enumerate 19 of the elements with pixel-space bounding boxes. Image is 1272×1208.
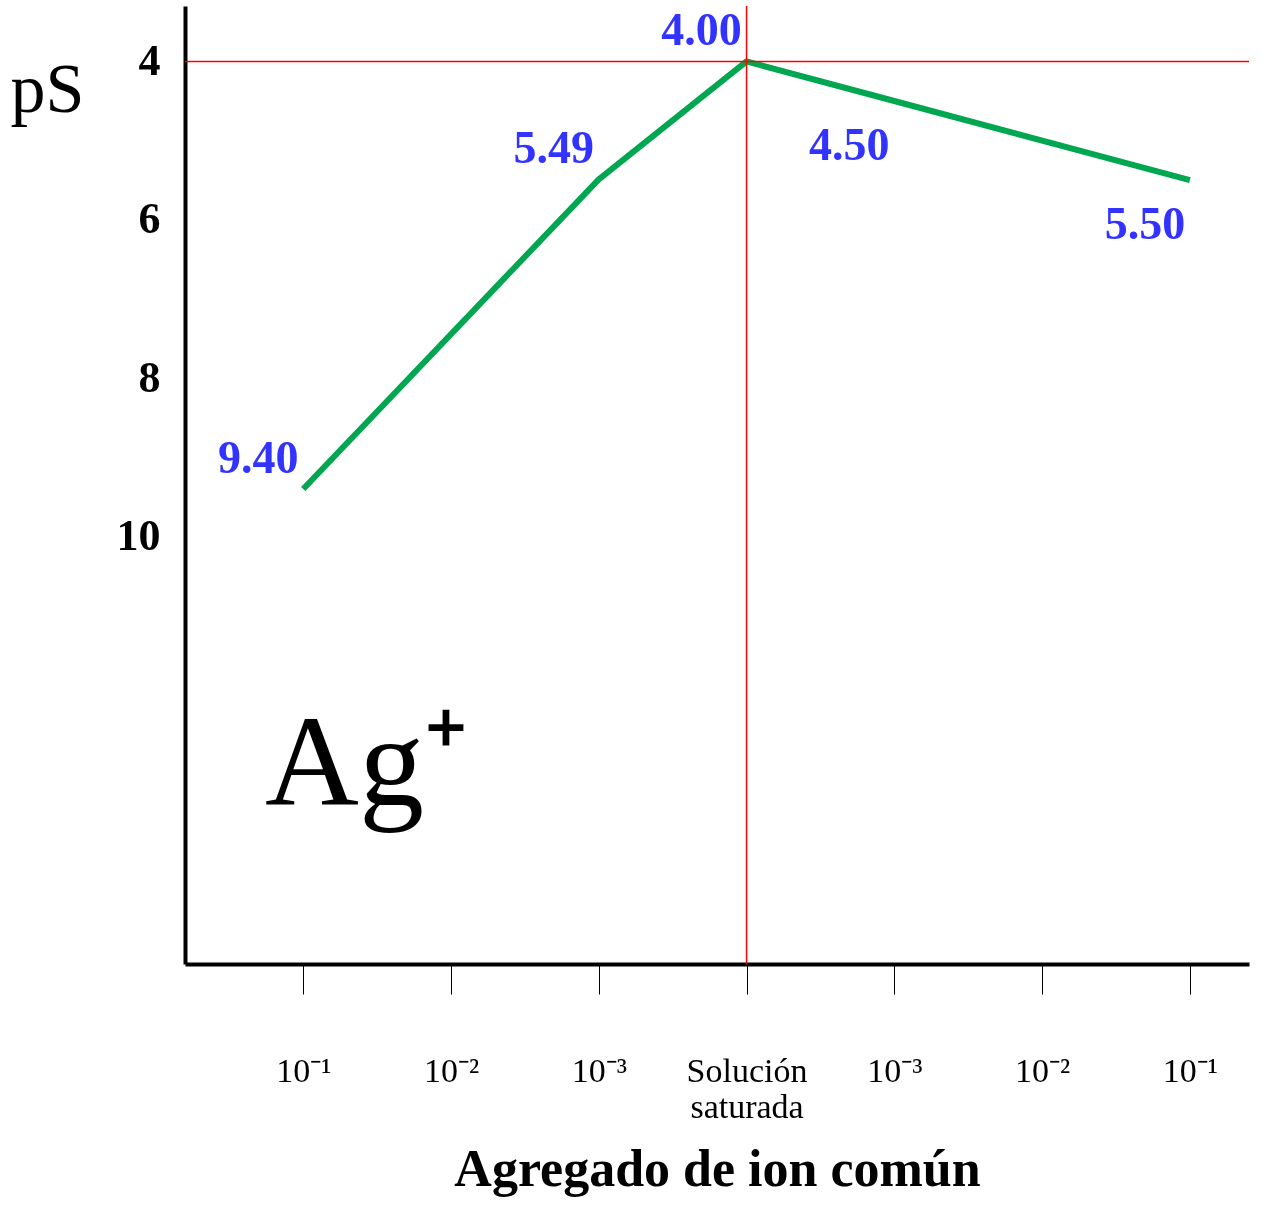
y-tick-label: 8: [138, 352, 161, 402]
x-tick-label: 10⁻²: [1015, 1051, 1071, 1089]
text: 5.50: [1104, 198, 1186, 250]
x-axis-title: Agregado de ion común: [454, 1139, 981, 1197]
x-tick-label: Solución saturada: [686, 1051, 808, 1125]
y-tick-label: 4: [138, 35, 161, 85]
y-tick-label: 6: [138, 194, 161, 244]
y-axis-title: pS: [10, 49, 85, 127]
annotation: Ag⁺: [265, 689, 468, 833]
x-tick-label: 10⁻²: [423, 1051, 480, 1089]
text: 5.49: [513, 122, 595, 174]
x-tick-label: 10⁻¹: [276, 1051, 332, 1089]
x-tick-label: 10⁻¹: [1162, 1051, 1218, 1089]
x-tick-label: 10⁻³: [867, 1051, 923, 1089]
text: 4.00: [661, 4, 742, 56]
x-tick-label: 10⁻³: [571, 1051, 627, 1089]
text: 4.50: [809, 119, 890, 171]
text: 9.40: [217, 431, 299, 483]
y-tick-label: 10: [116, 510, 161, 560]
